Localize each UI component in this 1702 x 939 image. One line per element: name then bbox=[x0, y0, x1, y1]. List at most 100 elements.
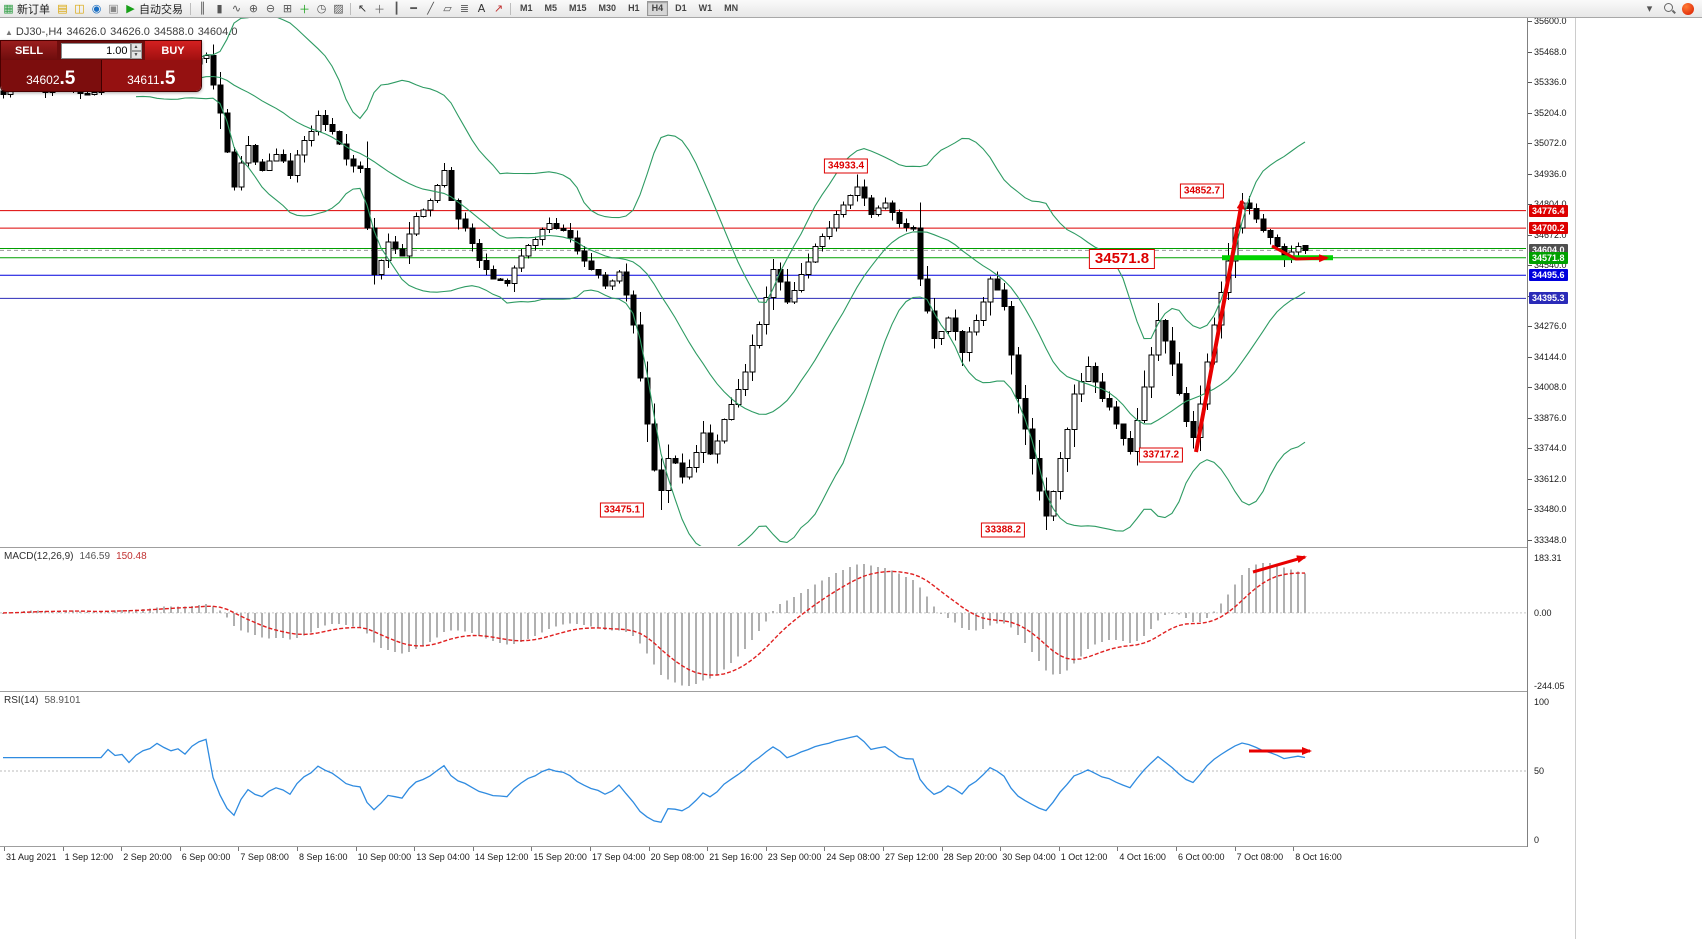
vertical-line-icon[interactable]: ┃ bbox=[393, 2, 400, 15]
autotrading-button[interactable]: ▶ bbox=[126, 2, 135, 15]
symbol-info-line: ▲ DJ30-,H4 34626.0 34626.0 34588.0 34604.0 bbox=[5, 26, 241, 38]
time-axis-label: 8 Oct 16:00 bbox=[1295, 852, 1342, 862]
toolbar-overflow-icon[interactable]: ▾ bbox=[1646, 2, 1653, 15]
profiles-icon[interactable]: ◫ bbox=[74, 2, 85, 15]
rsi-scale-label: 100 bbox=[1534, 697, 1550, 707]
macd-value: 146.59 bbox=[79, 551, 111, 562]
price-axis-label: 34008.0 bbox=[1534, 382, 1567, 392]
time-axis-label: 31 Aug 2021 bbox=[6, 852, 57, 862]
time-tick bbox=[883, 847, 884, 851]
time-tick bbox=[765, 847, 767, 851]
price-label-33475[interactable]: 33475.1 bbox=[599, 502, 645, 518]
zoom-out-icon[interactable]: ⊖ bbox=[265, 2, 276, 15]
price-tick bbox=[1528, 448, 1532, 449]
price-tick bbox=[1528, 539, 1532, 541]
price-label-33717[interactable]: 33717.2 bbox=[1138, 447, 1184, 463]
timeframe-w1[interactable]: W1 bbox=[698, 3, 713, 13]
trendline-icon[interactable]: ╱ bbox=[427, 2, 434, 15]
price-tick bbox=[1528, 234, 1532, 236]
time-tick bbox=[179, 847, 181, 851]
timeframe-h1[interactable]: H1 bbox=[628, 3, 640, 13]
macd-label-row: MACD(12,26,9) 146.59 150.48 bbox=[4, 551, 147, 562]
price-label-34852[interactable]: 34852.7 bbox=[1179, 183, 1225, 199]
time-axis-label: 20 Sep 08:00 bbox=[650, 852, 705, 862]
price-axis-label: 35600.0 bbox=[1534, 16, 1567, 26]
new-order-button[interactable]: ▦ bbox=[3, 2, 14, 15]
rsi-scale-label: 50 bbox=[1534, 766, 1545, 776]
fibonacci-icon[interactable]: ≣ bbox=[459, 2, 470, 15]
charts-icon[interactable]: ▤ bbox=[57, 2, 68, 15]
macd-scale-label: -244.05 bbox=[1534, 681, 1565, 691]
volume-spinner[interactable]: ▲ ▼ bbox=[130, 42, 142, 59]
timeframe-m1[interactable]: M1 bbox=[520, 3, 533, 13]
notification-icon[interactable] bbox=[1682, 2, 1694, 15]
arrows-icon[interactable]: ↗ bbox=[493, 2, 504, 15]
bar-close: 34604.0 bbox=[197, 26, 238, 38]
sell-button[interactable]: SELL bbox=[1, 41, 57, 60]
price-axis[interactable]: 35600.0 35468.0 35336.0 35204.0 35072.0 34936… bbox=[1527, 16, 1575, 875]
price-tick bbox=[1528, 51, 1532, 53]
navigator-icon[interactable]: ▣ bbox=[108, 2, 119, 15]
timeframe-m5[interactable]: M5 bbox=[544, 3, 558, 13]
price-tick bbox=[1528, 356, 1532, 358]
time-tick bbox=[1000, 847, 1002, 851]
price-label-33388[interactable]: 33388.2 bbox=[980, 522, 1026, 538]
tile-windows-icon[interactable]: ⊞ bbox=[282, 2, 293, 15]
indicators-icon[interactable]: ＋ bbox=[299, 2, 310, 16]
text-icon[interactable]: A bbox=[477, 2, 486, 15]
time-tick bbox=[297, 847, 298, 851]
time-axis-label: 10 Sep 00:00 bbox=[357, 852, 412, 862]
sell-price[interactable]: 34602 .5 bbox=[1, 60, 102, 91]
time-tick bbox=[238, 847, 240, 851]
timeframe-d1[interactable]: D1 bbox=[675, 3, 687, 13]
price-axis-label: 35204.0 bbox=[1534, 107, 1567, 118]
channel-icon[interactable]: ▱ bbox=[443, 2, 452, 15]
toolbar-left: ▦ 新订单 ▤ ◫ ◉ ▣ ▶ 自动交易 ║ ▮ ∿ ⊕ ⊖ ⊞ ＋ ◷ ▨ ↖ ＋ ┃ ━ ╱ ▱ ≣ A ↗ M1 M5 M15 M3… bbox=[0, 0, 744, 17]
macd-pane-separator[interactable] bbox=[0, 547, 1575, 548]
line-chart-icon[interactable]: ∿ bbox=[231, 2, 242, 15]
horizontal-line-icon[interactable]: ━ bbox=[410, 2, 417, 15]
time-axis[interactable]: 31 Aug 2021 1 Sep 12:00 2 Sep 20:00 6 Sep 0… bbox=[0, 847, 1575, 875]
zoom-in-icon[interactable]: ⊕ bbox=[248, 2, 259, 15]
price-label-34933[interactable]: 34933.4 bbox=[823, 158, 869, 174]
price-axis-label: 34804.0 bbox=[1534, 199, 1567, 209]
timeframe-h4[interactable]: H4 bbox=[646, 1, 669, 16]
templates-icon[interactable]: ▨ bbox=[333, 2, 344, 15]
price-tick bbox=[1528, 173, 1532, 175]
timeframe-m30[interactable]: M30 bbox=[598, 3, 617, 13]
search-icon[interactable] bbox=[1664, 2, 1676, 15]
buy-price-big: .5 bbox=[159, 68, 176, 89]
time-axis-label: 7 Sep 08:00 bbox=[240, 852, 289, 862]
buy-price[interactable]: 34611 .5 bbox=[101, 60, 201, 91]
one-click-trading-panel: SELL ▲▼ BUY 34602 .5 34611 .5 bbox=[0, 40, 202, 92]
price-badge-34571.8: 34571.8 bbox=[1529, 251, 1568, 264]
price-label-34571[interactable]: 34571.8 bbox=[1088, 249, 1156, 269]
rsi-pane-separator[interactable] bbox=[0, 691, 1575, 692]
rsi-name: RSI(14) bbox=[4, 695, 39, 706]
toolbar-right: ▾ bbox=[1641, 0, 1702, 17]
chart-mini-icon: ▲ bbox=[5, 28, 13, 37]
buy-button[interactable]: BUY bbox=[145, 41, 201, 60]
candlestick-chart-icon[interactable]: ▮ bbox=[216, 2, 223, 15]
cursor-icon[interactable]: ↖ bbox=[357, 2, 368, 15]
symbol-period: DJ30-,H4 bbox=[15, 26, 63, 38]
bar-chart-icon[interactable]: ║ bbox=[199, 2, 206, 15]
macd-scale-label: 0.00 bbox=[1534, 607, 1552, 618]
periods-icon[interactable]: ◷ bbox=[316, 2, 327, 15]
price-tick bbox=[1528, 21, 1532, 22]
new-order-button-label[interactable]: 新订单 bbox=[17, 3, 50, 16]
price-axis-label: 34672.0 bbox=[1534, 229, 1567, 240]
time-axis-label: 8 Sep 16:00 bbox=[299, 852, 348, 862]
volume-input[interactable] bbox=[60, 42, 131, 59]
volume-wrap: ▲▼ bbox=[57, 41, 145, 60]
market-watch-icon[interactable]: ◉ bbox=[91, 2, 102, 15]
price-tick bbox=[1528, 204, 1532, 205]
time-tick bbox=[941, 847, 943, 851]
price-axis-label: 34936.0 bbox=[1534, 168, 1567, 179]
timeframe-m15[interactable]: M15 bbox=[569, 3, 587, 13]
autotrading-button-label[interactable]: 自动交易 bbox=[139, 3, 183, 16]
timeframe-mn[interactable]: MN bbox=[724, 3, 739, 13]
crosshair-icon[interactable]: ＋ bbox=[374, 2, 385, 16]
